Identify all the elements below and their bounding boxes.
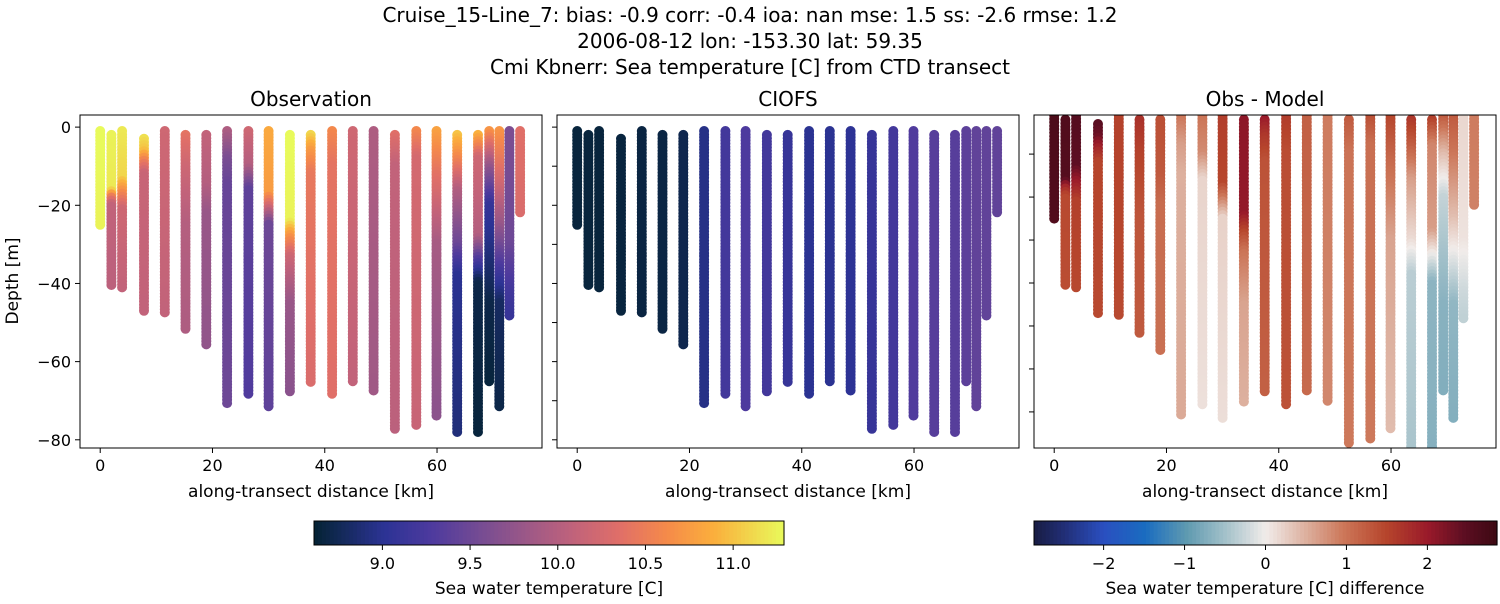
obs-point [160, 307, 170, 317]
model-point [971, 401, 981, 411]
obs-point [348, 376, 358, 386]
obs-point [494, 401, 504, 411]
obs-point [411, 420, 421, 430]
diff-xlabel: along-transect distance [km] [1142, 482, 1388, 502]
obs-point [390, 424, 400, 434]
obs-ylabel: Depth [m] [3, 237, 23, 324]
diff-point [1176, 410, 1186, 420]
suptitle-line2: 2006-08-12 lon: -153.30 lat: 59.35 [577, 29, 923, 53]
obs-point [181, 324, 191, 334]
model-point [741, 401, 751, 411]
model-point [594, 282, 604, 292]
obs-xtick-label: 20 [202, 456, 222, 475]
model-panel: 0 20 40 60 [552, 115, 1019, 475]
diff-point [1323, 396, 1333, 406]
model-point [804, 389, 814, 399]
diff-point [1155, 345, 1165, 355]
model-points [572, 126, 1002, 437]
diff-point [1071, 282, 1081, 292]
obs-point [243, 389, 253, 399]
obs-point [452, 427, 462, 437]
obs-panel: 0 20 40 60 0 −20 −40 −60 −80 [37, 115, 542, 475]
obs-point [432, 411, 442, 421]
obs-point [473, 427, 483, 437]
diff-point [1365, 434, 1375, 444]
obs-point [484, 376, 494, 386]
obs-point [369, 386, 379, 396]
model-point [637, 307, 647, 317]
obs-ytick-label: −80 [37, 431, 71, 450]
diff-point [1218, 413, 1228, 423]
model-xtick-label: 20 [679, 456, 699, 475]
model-point [678, 339, 688, 349]
diff-point [1302, 385, 1312, 395]
diff-point [1281, 399, 1291, 409]
diff-point [1049, 214, 1059, 224]
obs-xtick-label: 60 [427, 456, 447, 475]
obs-point [95, 220, 105, 230]
diff-point [1197, 399, 1207, 409]
obs-ytick-label: −40 [37, 274, 71, 293]
obs-point [515, 207, 525, 217]
obs-point [201, 339, 211, 349]
obs-points [95, 126, 525, 437]
model-point [762, 386, 772, 396]
model-point [846, 386, 856, 396]
diff-point [1239, 397, 1249, 407]
model-xlabel: along-transect distance [km] [665, 482, 911, 502]
model-point [909, 411, 919, 421]
model-point [961, 376, 971, 386]
obs-point [106, 280, 116, 290]
obs-point [222, 398, 232, 408]
obs-point [306, 377, 316, 387]
model-point [572, 220, 582, 230]
model-point [699, 398, 709, 408]
obs-xlabel: along-transect distance [km] [188, 482, 434, 502]
diff-point [1386, 423, 1396, 433]
suptitle-line1: Cruise_15-Line_7: bias: -0.9 corr: -0.4 … [382, 3, 1117, 27]
model-panel-title: CIOFS [758, 87, 817, 111]
obs-point [504, 311, 514, 321]
obs-ytick-label: −60 [37, 353, 71, 372]
model-point [929, 427, 939, 437]
model-point [992, 207, 1002, 217]
model-point [583, 280, 593, 290]
diff-panel-title: Obs - Model [1206, 87, 1325, 111]
obs-ytick-label: 0 [61, 118, 71, 137]
model-point [825, 376, 835, 386]
model-point [981, 311, 991, 321]
obs-point [139, 306, 149, 316]
obs-xtick-label: 0 [95, 456, 105, 475]
obs-point [264, 401, 274, 411]
model-point [888, 420, 898, 430]
obs-xtick-label: 40 [315, 456, 335, 475]
diff-point [1060, 280, 1070, 290]
obs-point [327, 389, 337, 399]
model-point [950, 427, 960, 437]
obs-point [117, 282, 127, 292]
model-point [658, 324, 668, 334]
model-xtick-label: 40 [792, 456, 812, 475]
obs-point [285, 386, 295, 396]
obs-ytick-label: −20 [37, 196, 71, 215]
diff-point [1260, 386, 1270, 396]
model-xtick-label: 0 [572, 456, 582, 475]
diff-point [1135, 328, 1145, 338]
model-point [783, 377, 793, 387]
suptitle-line3: Cmi Kbnerr: Sea temperature [C] from CTD… [490, 55, 1010, 79]
diff-point [1093, 308, 1103, 318]
model-xtick-label: 60 [904, 456, 924, 475]
model-point [867, 424, 877, 434]
model-point [720, 389, 730, 399]
diff-point [1114, 310, 1124, 320]
model-point [616, 306, 626, 316]
diff-point [1344, 438, 1354, 448]
diff-points [1049, 110, 1479, 468]
obs-panel-title: Observation [250, 87, 372, 111]
